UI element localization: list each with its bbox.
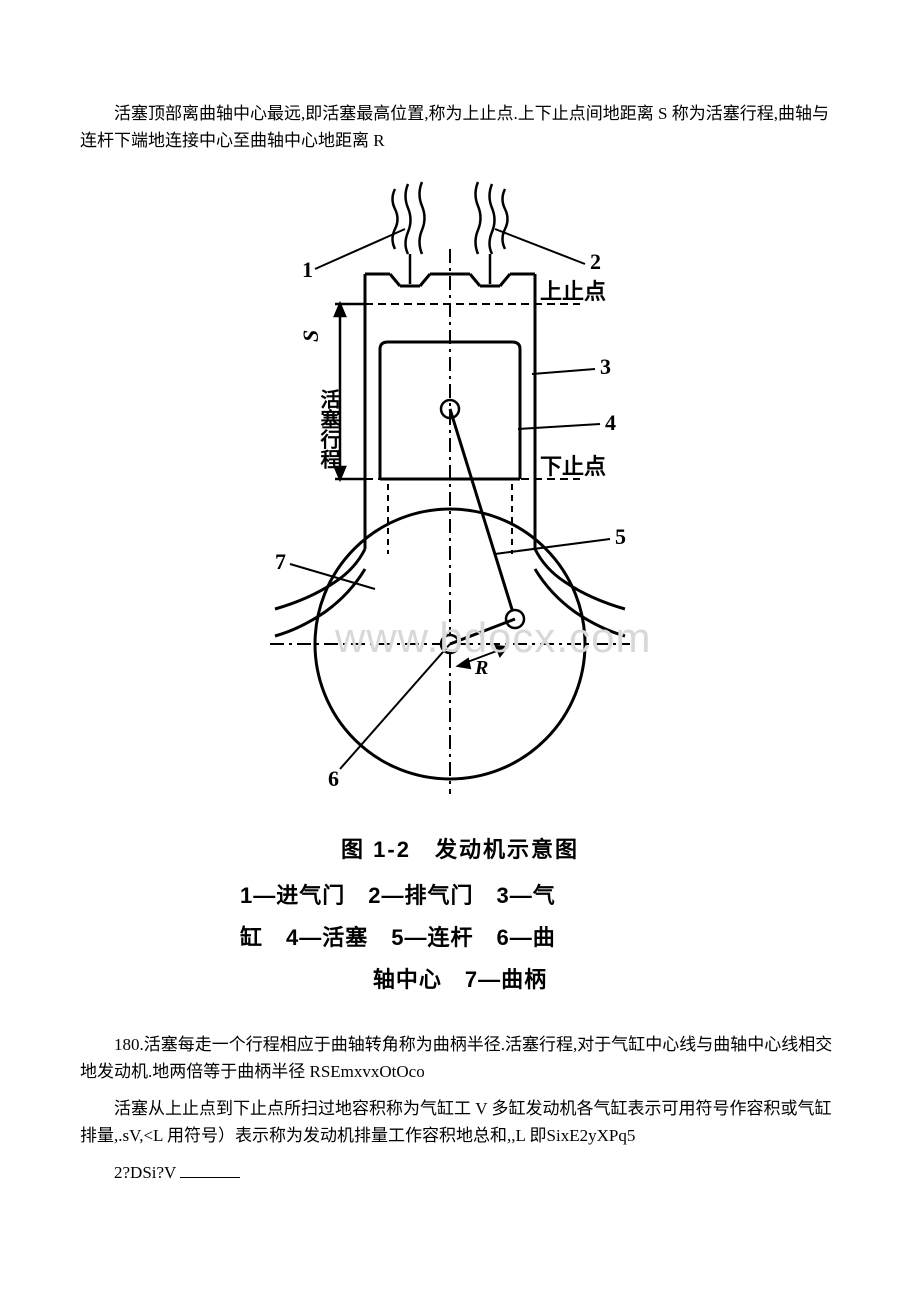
- paragraph-1: 活塞顶部离曲轴中心最远,即活塞最高位置,称为上止点.上下止点间地距离 S 称为活…: [80, 100, 840, 154]
- label-r: R: [474, 657, 488, 679]
- engine-diagram: 1 2 3 4 5 6 7 上止点 下止点 活塞行程 S R www.bdocx…: [240, 174, 680, 819]
- diagram-container: 1 2 3 4 5 6 7 上止点 下止点 活塞行程 S R www.bdocx…: [80, 174, 840, 819]
- caption-legend-2: 缸 4—活塞 5—连杆 6—曲: [240, 917, 680, 959]
- label-tdc: 上止点: [540, 279, 606, 304]
- caption-legend-1: 1—进气门 2—排气门 3—气: [240, 875, 680, 917]
- label-stroke: 活塞行程: [317, 389, 341, 469]
- label-3: 3: [600, 354, 611, 379]
- label-stroke-s: S: [298, 330, 323, 342]
- paragraph-4: 2?DSi?V: [80, 1159, 840, 1186]
- caption-title: 图 1-2 发动机示意图: [240, 829, 680, 871]
- label-bdc: 下止点: [540, 454, 606, 479]
- label-1: 1: [302, 257, 313, 282]
- p4-text: 2?DSi?V: [114, 1163, 176, 1182]
- caption-block: 图 1-2 发动机示意图 1—进气门 2—排气门 3—气 缸 4—活塞 5—连杆…: [80, 829, 840, 1000]
- label-4: 4: [605, 410, 616, 435]
- label-7: 7: [275, 549, 286, 574]
- paragraph-2: 180.活塞每走一个行程相应于曲轴转角称为曲柄半径.活塞行程,对于气缸中心线与曲…: [80, 1031, 840, 1085]
- engine-svg: 1 2 3 4 5 6 7 上止点 下止点 活塞行程 S R: [240, 174, 680, 814]
- label-5: 5: [615, 524, 626, 549]
- caption-legend-3: 轴中心 7—曲柄: [240, 959, 680, 1001]
- paragraph-3: 活塞从上止点到下止点所扫过地容积称为气缸工 V 多缸发动机各气缸表示可用符号作容…: [80, 1095, 840, 1149]
- label-6: 6: [328, 766, 339, 791]
- underline: [180, 1177, 240, 1178]
- label-2: 2: [590, 249, 601, 274]
